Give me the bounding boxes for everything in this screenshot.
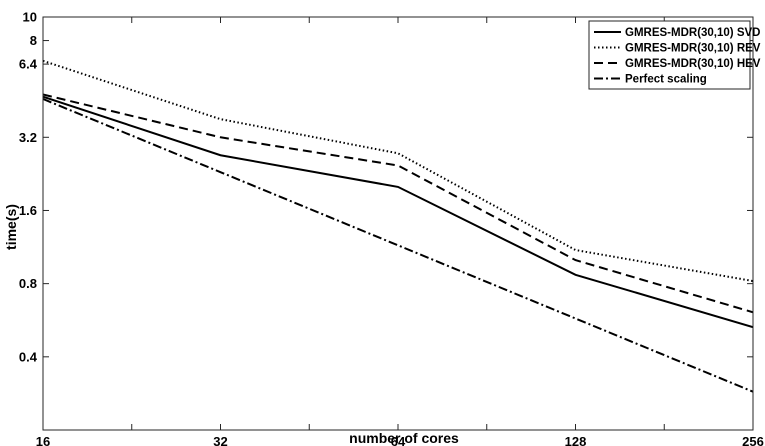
y-tick-label: 0.8 (19, 276, 37, 291)
x-tick-label: 32 (213, 434, 227, 446)
x-tick-label: 128 (565, 434, 587, 446)
y-tick-label: 8 (30, 33, 37, 48)
y-axis-label: time(s) (3, 204, 19, 250)
series-line-2 (43, 93, 753, 314)
series-line-1 (43, 59, 753, 283)
x-tick-label: 16 (36, 434, 50, 446)
legend-entry-0: GMRES-MDR(30,10) SVD (625, 27, 760, 39)
y-tick-label: 10 (23, 10, 37, 25)
x-tick-label: 64 (391, 434, 406, 446)
legend-entry-2: GMRES-MDR(30,10) HEV (625, 58, 761, 70)
series-line-3 (43, 98, 753, 393)
legend: GMRES-MDR(30,10) SVD GMRES-MDR(30,10) REV… (588, 20, 761, 90)
x-axis-label: number of cores (349, 430, 459, 446)
y-tick-label: 0.4 (19, 349, 38, 364)
legend-entry-1: GMRES-MDR(30,10) REV (625, 43, 761, 55)
axes-layer: 0.4 0.8 1.6 3.2 6.4 8 10 16 32 64 128 256 (19, 10, 764, 446)
x-tick-label: 256 (742, 434, 764, 446)
series-line-0 (43, 95, 753, 329)
y-tick-label: 1.6 (19, 203, 37, 218)
series-layer (43, 59, 753, 393)
y-tick-label: 3.2 (19, 130, 37, 145)
legend-entry-3: Perfect scaling (625, 74, 707, 86)
y-tick-label: 6.4 (19, 57, 38, 72)
